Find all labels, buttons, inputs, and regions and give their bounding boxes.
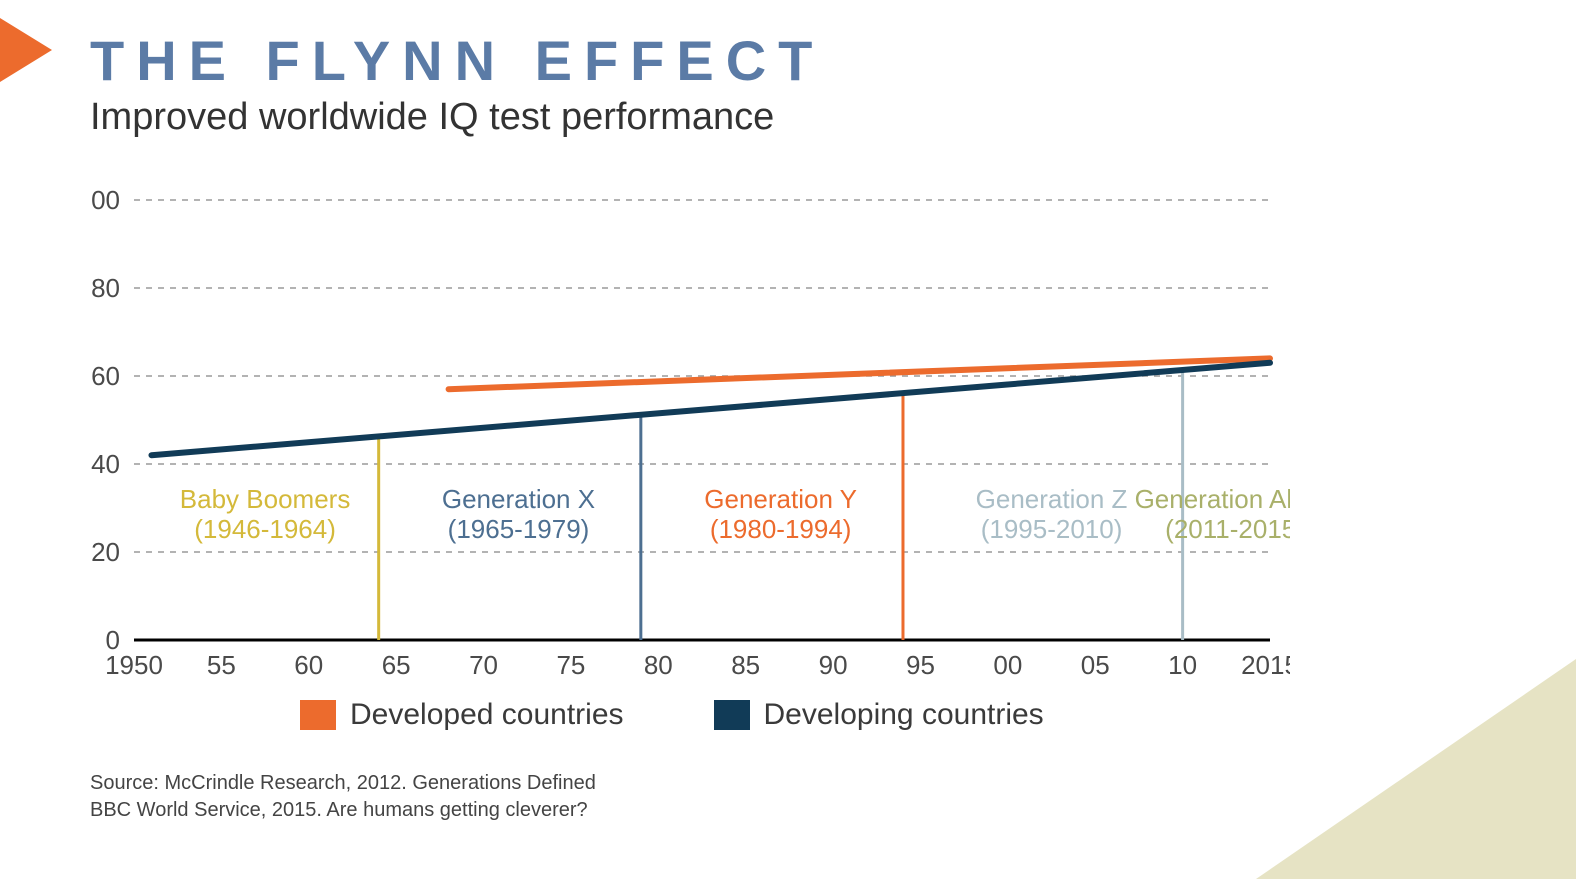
legend-item-developed: Developed countries (300, 698, 624, 732)
legend-swatch-icon (714, 700, 750, 730)
x-tick-label: 05 (1081, 650, 1110, 680)
generation-label-name: Generation Z (976, 484, 1128, 514)
generation-label-range: (1995-2010) (981, 514, 1123, 544)
legend-label: Developing countries (764, 698, 1044, 732)
page-title: THE FLYNN EFFECT (90, 28, 824, 93)
generation-label-range: (1980-1994) (710, 514, 852, 544)
x-tick-label: 80 (644, 650, 673, 680)
y-tick-label: 40 (91, 449, 120, 479)
legend-label: Developed countries (350, 698, 624, 732)
x-tick-label: 70 (469, 650, 498, 680)
x-tick-label: 10 (1168, 650, 1197, 680)
generation-label-name: Generation X (442, 484, 595, 514)
corner-accent-icon (0, 18, 52, 82)
x-tick-label: 90 (819, 650, 848, 680)
generation-label-range: (1965-1979) (448, 514, 590, 544)
chart-legend: Developed countries Developing countries (300, 698, 1044, 732)
source-attribution: Source: McCrindle Research, 2012. Genera… (90, 770, 596, 824)
source-line: Source: McCrindle Research, 2012. Genera… (90, 770, 596, 797)
generation-label-name: Generation Y (704, 484, 857, 514)
flynn-effect-chart: 0204060801001950556065707580859095000510… (90, 190, 1290, 660)
legend-swatch-icon (300, 700, 336, 730)
page-subtitle: Improved worldwide IQ test performance (90, 96, 774, 139)
generation-label-name: Baby Boomers (180, 484, 351, 514)
generation-label-range: (1946-1964) (194, 514, 336, 544)
y-tick-label: 100 (90, 190, 120, 215)
chart-svg: 0204060801001950556065707580859095000510… (90, 190, 1290, 690)
bottom-corner-accent (1256, 659, 1576, 879)
y-tick-label: 60 (91, 361, 120, 391)
x-tick-label: 65 (382, 650, 411, 680)
y-tick-label: 20 (91, 537, 120, 567)
x-tick-label: 85 (731, 650, 760, 680)
x-tick-label: 1950 (105, 650, 163, 680)
x-tick-label: 55 (207, 650, 236, 680)
x-tick-label: 2015 (1241, 650, 1290, 680)
generation-label-range: (2011-2015) (1165, 514, 1290, 544)
legend-item-developing: Developing countries (714, 698, 1044, 732)
y-tick-label: 80 (91, 273, 120, 303)
x-tick-label: 95 (906, 650, 935, 680)
x-tick-label: 00 (993, 650, 1022, 680)
source-line: BBC World Service, 2015. Are humans gett… (90, 797, 596, 824)
x-tick-label: 75 (556, 650, 585, 680)
x-tick-label: 60 (294, 650, 323, 680)
generation-label-name: Generation Alpha (1135, 484, 1290, 514)
